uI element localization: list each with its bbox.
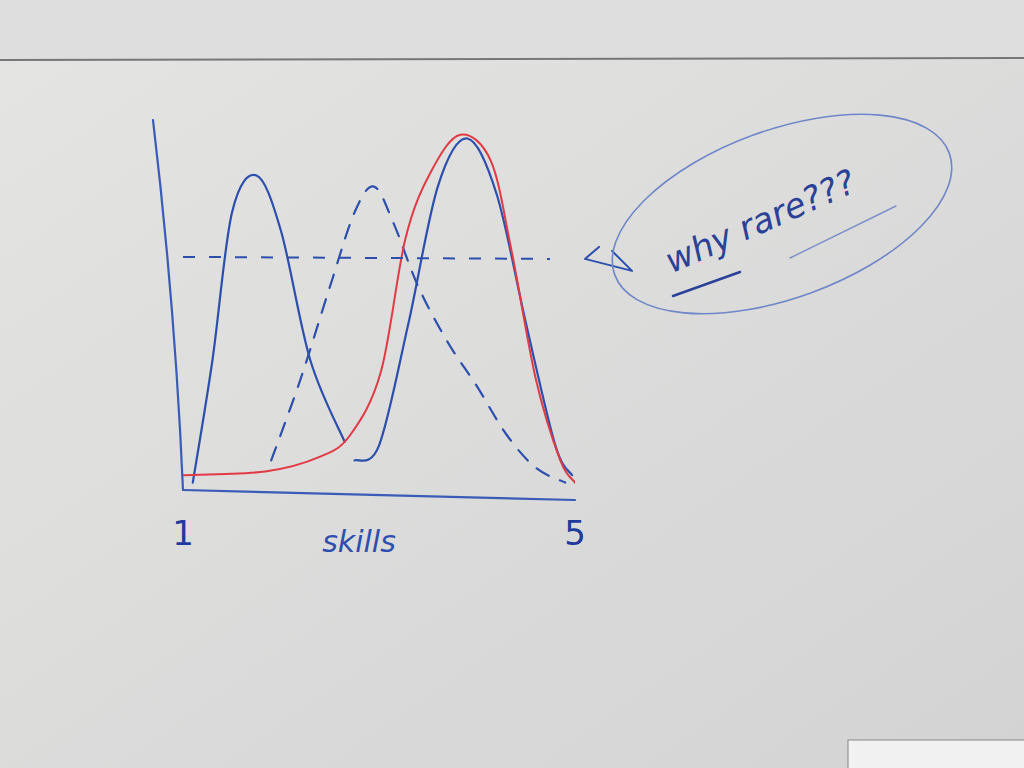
x-axis <box>183 490 575 500</box>
board-edge <box>0 58 1024 60</box>
reference-line <box>183 257 550 259</box>
plot-area <box>183 135 575 483</box>
series-line <box>271 186 565 482</box>
whiteboard: 1 5 skills why rare??? <box>0 0 1024 768</box>
board <box>0 60 1024 768</box>
x-axis-label: skills <box>322 524 396 559</box>
annotation-arrow <box>585 247 632 271</box>
series-line <box>183 135 575 483</box>
series-line <box>355 138 573 475</box>
wall <box>0 0 1024 60</box>
x-tick-label: 5 <box>564 513 586 553</box>
annotation-underline <box>673 272 740 296</box>
series-line <box>193 175 345 483</box>
annotation-stroke <box>790 206 896 258</box>
board-label <box>848 740 1024 768</box>
y-axis <box>153 120 183 490</box>
annotation: why rare??? <box>659 161 862 281</box>
x-tick-label: 1 <box>172 513 194 553</box>
annotation-ellipse <box>586 74 978 354</box>
